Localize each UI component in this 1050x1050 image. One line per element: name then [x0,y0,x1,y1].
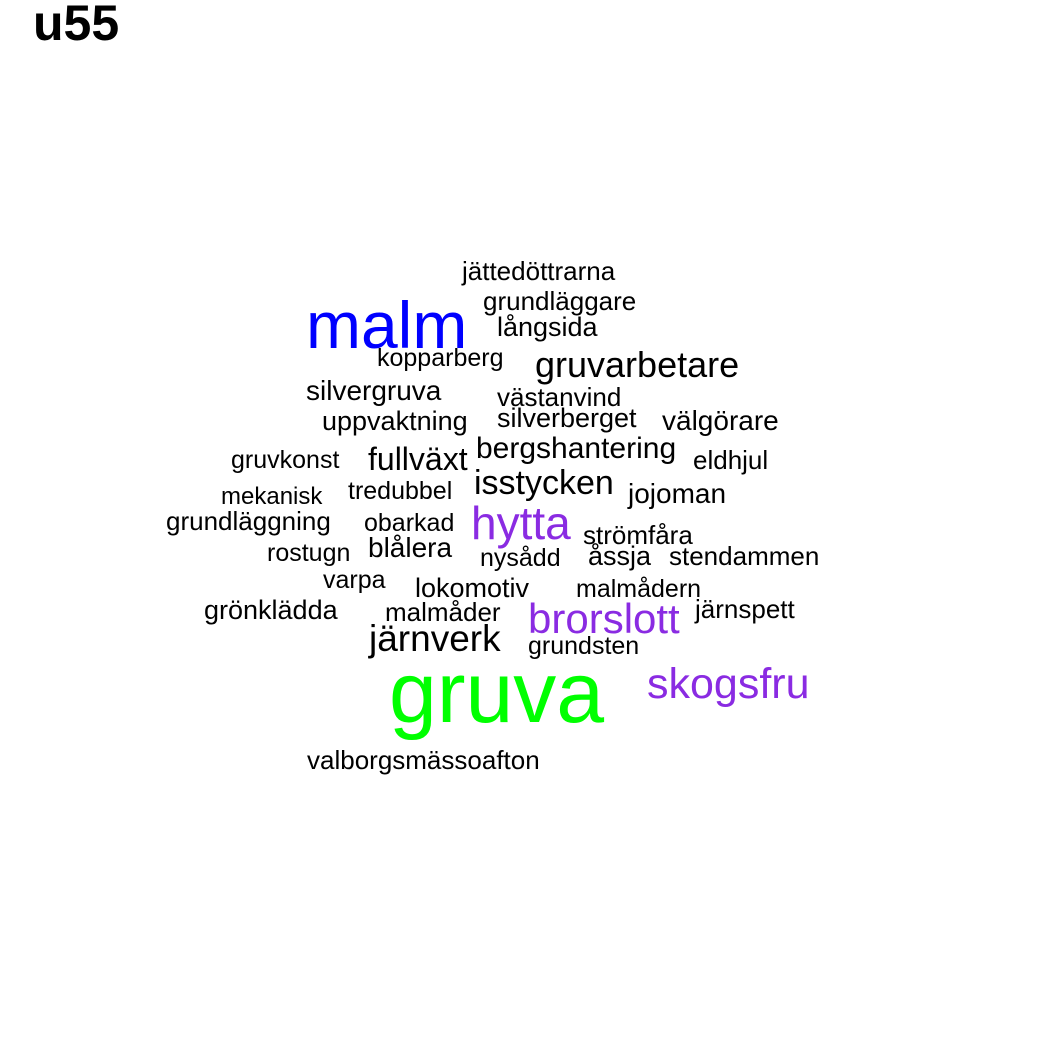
cloud-word: blålera [368,532,453,563]
cloud-word: nysådd [480,544,561,572]
cloud-word: välgörare [662,405,779,436]
cloud-word: lokomotiv [415,573,530,603]
cloud-word: bergshantering [476,432,677,465]
cloud-word: gruvkonst [231,446,340,474]
cloud-word: brorslott [528,595,680,642]
cloud-word: gruvarbetare [535,344,740,385]
cloud-word: malm [306,288,468,362]
cloud-word: malmåder [385,597,501,627]
cloud-word: isstycken [474,464,614,502]
cloud-word: mekanisk [221,483,323,510]
cloud-word: valborgsmässoafton [307,745,540,775]
cloud-word: västanvind [497,382,622,412]
cloud-word: tredubbel [348,477,453,505]
cloud-word: gruva [389,645,605,741]
cloud-word: malmådern [576,575,702,603]
cloud-word: fullväxt [368,441,468,477]
cloud-word: varpa [323,566,386,594]
cloud-word: eldhjul [693,445,769,475]
cloud-word: grönklädda [204,595,338,625]
cloud-word: silverberget [497,403,637,433]
cloud-word: långsida [497,312,598,342]
page-title: u55 [33,0,120,51]
cloud-word: strömfåra [583,520,693,550]
cloud-word: grundläggning [166,506,331,536]
cloud-word: silvergruva [306,375,442,406]
cloud-word: åssja [588,541,652,571]
cloud-word: järnspett [695,594,795,624]
cloud-word: hytta [471,497,571,549]
cloud-word: kopparberg [377,344,504,372]
cloud-word: jättedöttrarna [462,256,616,286]
cloud-word: grundsten [528,632,640,660]
cloud-word: järnverk [369,618,501,659]
cloud-word: uppvaktning [322,406,468,436]
cloud-word: grundläggare [483,286,637,316]
cloud-word: skogsfru [647,660,810,708]
cloud-word: stendammen [669,541,820,571]
cloud-word: jojoman [628,478,727,509]
cloud-word: obarkad [364,509,455,537]
cloud-word: rostugn [267,539,351,567]
